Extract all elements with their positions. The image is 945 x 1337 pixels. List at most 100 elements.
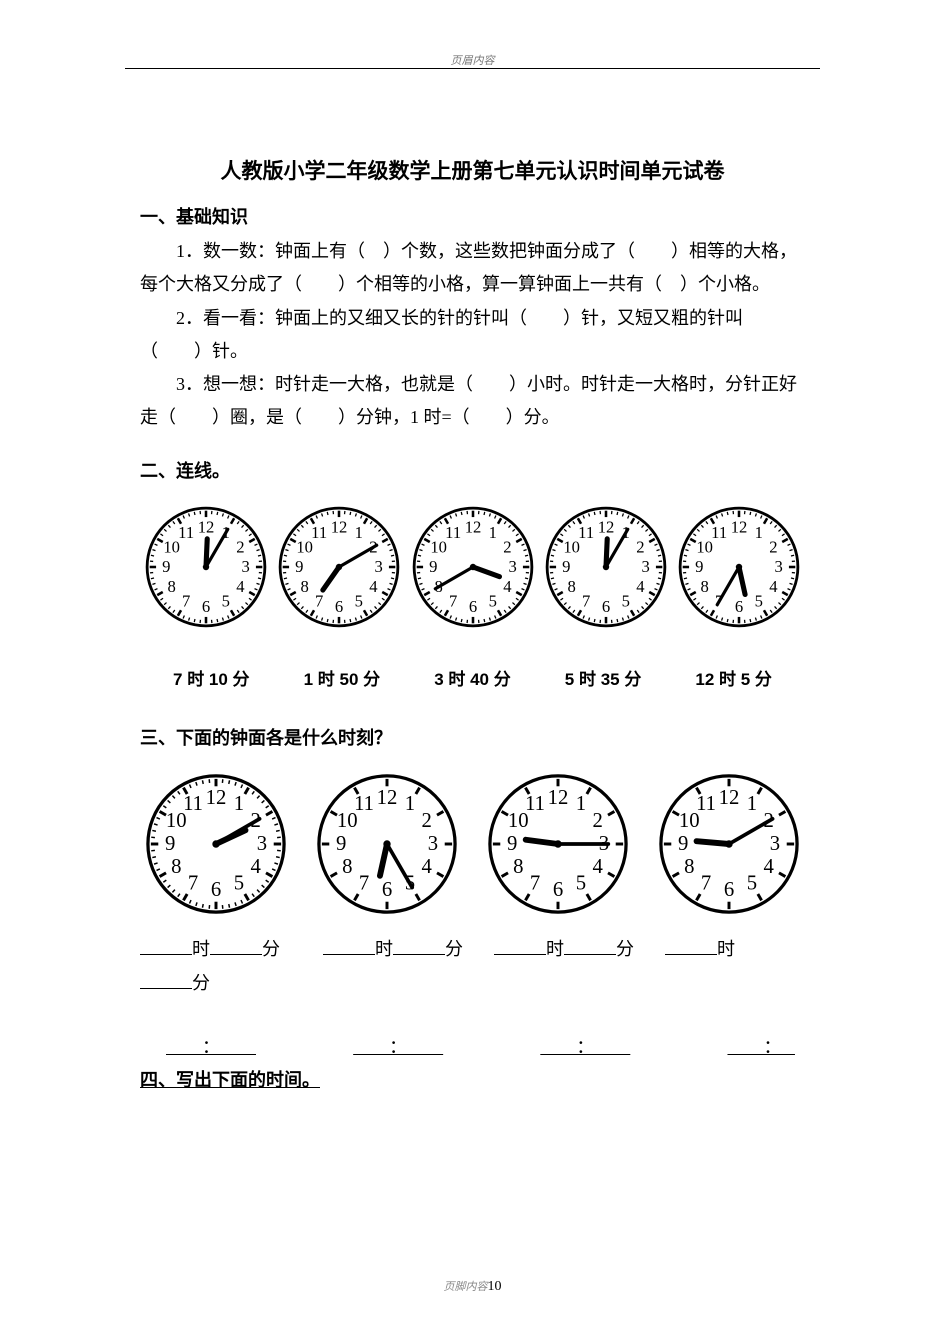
svg-text:1: 1 <box>488 523 496 542</box>
svg-text:9: 9 <box>295 557 303 576</box>
svg-text:7: 7 <box>449 591 457 610</box>
svg-text:4: 4 <box>503 577 512 596</box>
svg-text:7: 7 <box>530 872 540 894</box>
time-label: 7 时 10 分 <box>146 665 277 690</box>
svg-text:3: 3 <box>641 557 649 576</box>
hour-label: 时 <box>192 939 210 959</box>
clock-face: 123456789101112 <box>313 770 461 918</box>
section-3-fill-row: 时分 时分 时分 时 分 <box>140 932 805 1000</box>
hour-label: 时 <box>375 939 393 959</box>
section-2-heading: 二、连线。 <box>140 457 805 483</box>
svg-text:8: 8 <box>171 856 181 878</box>
svg-text:2: 2 <box>769 537 777 556</box>
svg-text:3: 3 <box>257 833 267 855</box>
svg-text:12: 12 <box>548 787 569 809</box>
clock-face: 123456789101112 <box>655 770 803 918</box>
svg-text:11: 11 <box>445 523 461 542</box>
q1-text: 1．数一数：钟面上有（ ）个数，这些数把钟面分成了（ ）相等的大格，每个大格又分… <box>140 235 805 302</box>
svg-text:2: 2 <box>593 810 603 832</box>
svg-text:6: 6 <box>468 597 476 616</box>
section-3-heading: 三、下面的钟面各是什么时刻？ <box>140 724 805 750</box>
time-label: 12 时 5 分 <box>668 665 799 690</box>
svg-text:6: 6 <box>382 879 392 901</box>
svg-text:11: 11 <box>183 793 203 815</box>
svg-text:5: 5 <box>488 591 496 610</box>
svg-text:11: 11 <box>696 793 716 815</box>
svg-text:5: 5 <box>576 872 586 894</box>
svg-text:4: 4 <box>769 577 778 596</box>
svg-text:3: 3 <box>242 557 250 576</box>
section-1-heading: 一、基础知识 <box>140 203 805 229</box>
svg-text:5: 5 <box>747 872 757 894</box>
svg-text:12: 12 <box>597 517 614 536</box>
svg-text:4: 4 <box>764 856 775 878</box>
svg-text:2: 2 <box>636 537 644 556</box>
minute-label: 分 <box>192 973 210 993</box>
svg-text:5: 5 <box>234 872 244 894</box>
svg-text:11: 11 <box>354 793 374 815</box>
time-label: 5 时 35 分 <box>538 665 669 690</box>
svg-text:5: 5 <box>621 591 629 610</box>
header-rule <box>125 68 820 69</box>
svg-text:5: 5 <box>222 591 230 610</box>
page-content: 人教版小学二年级数学上册第七单元认识时间单元试卷 一、基础知识 1．数一数：钟面… <box>140 155 805 1092</box>
svg-text:12: 12 <box>198 517 215 536</box>
svg-text:12: 12 <box>206 787 227 809</box>
svg-text:11: 11 <box>525 793 545 815</box>
footer-label: 页脚内容10 <box>444 1278 502 1295</box>
svg-text:7: 7 <box>182 591 190 610</box>
section-4-heading: 四、写出下面的时间。 <box>140 1066 805 1092</box>
svg-text:11: 11 <box>178 523 194 542</box>
svg-text:6: 6 <box>602 597 610 616</box>
svg-text:4: 4 <box>593 856 604 878</box>
svg-text:8: 8 <box>167 577 175 596</box>
svg-text:9: 9 <box>562 557 570 576</box>
svg-text:7: 7 <box>188 872 198 894</box>
clock-face: 123456789101112 <box>675 503 803 631</box>
svg-text:5: 5 <box>755 591 763 610</box>
svg-text:7: 7 <box>315 591 323 610</box>
page-title: 人教版小学二年级数学上册第七单元认识时间单元试卷 <box>140 155 805 185</box>
svg-text:8: 8 <box>700 577 708 596</box>
svg-text:4: 4 <box>236 577 245 596</box>
svg-text:12: 12 <box>464 517 481 536</box>
svg-text:7: 7 <box>582 591 590 610</box>
svg-text:8: 8 <box>342 856 352 878</box>
svg-text:8: 8 <box>684 856 694 878</box>
svg-text:7: 7 <box>359 872 369 894</box>
minute-label: 分 <box>445 939 463 959</box>
svg-text:11: 11 <box>311 523 327 542</box>
svg-text:6: 6 <box>335 597 343 616</box>
svg-text:12: 12 <box>719 787 740 809</box>
header-label: 页眉内容 <box>451 52 495 68</box>
svg-text:6: 6 <box>553 879 563 901</box>
svg-text:5: 5 <box>355 591 363 610</box>
svg-text:12: 12 <box>377 787 398 809</box>
section-2-time-labels: 7 时 10 分 1 时 50 分 3 时 40 分 5 时 35 分 12 时… <box>140 665 805 690</box>
svg-text:1: 1 <box>234 793 244 815</box>
section-3-clock-row: 1234567891011121234567891011121234567891… <box>140 770 805 918</box>
svg-text:3: 3 <box>508 557 516 576</box>
minute-label: 分 <box>262 939 280 959</box>
svg-text:1: 1 <box>576 793 586 815</box>
svg-text:4: 4 <box>251 856 262 878</box>
svg-text:6: 6 <box>735 597 743 616</box>
svg-text:1: 1 <box>755 523 763 542</box>
svg-text:4: 4 <box>422 856 433 878</box>
svg-text:1: 1 <box>405 793 415 815</box>
svg-text:3: 3 <box>428 833 438 855</box>
svg-text:9: 9 <box>162 557 170 576</box>
clock-face: 123456789101112 <box>542 503 670 631</box>
svg-text:12: 12 <box>331 517 348 536</box>
hour-label: 时 <box>546 939 564 959</box>
svg-text:12: 12 <box>731 517 748 536</box>
svg-text:9: 9 <box>507 833 517 855</box>
svg-text:6: 6 <box>724 879 734 901</box>
svg-text:9: 9 <box>429 557 437 576</box>
svg-text:1: 1 <box>355 523 363 542</box>
svg-text:9: 9 <box>695 557 703 576</box>
svg-text:8: 8 <box>513 856 523 878</box>
svg-text:8: 8 <box>301 577 309 596</box>
svg-text:8: 8 <box>567 577 575 596</box>
svg-text:2: 2 <box>503 537 511 556</box>
